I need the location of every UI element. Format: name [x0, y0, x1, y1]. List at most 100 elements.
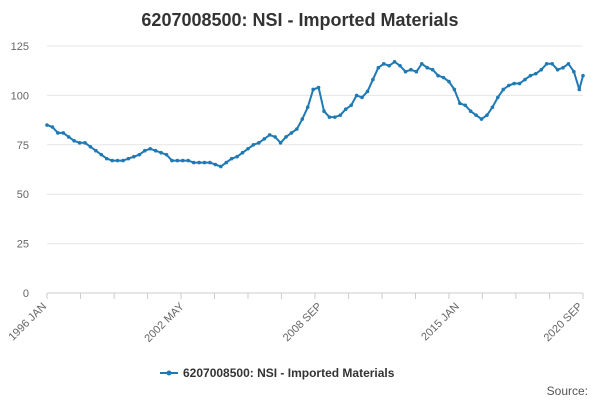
data-point[interactable] — [295, 127, 299, 131]
data-point[interactable] — [148, 146, 153, 151]
data-point[interactable] — [289, 131, 294, 135]
data-point[interactable] — [539, 67, 544, 72]
data-point[interactable] — [240, 150, 245, 155]
data-point[interactable] — [142, 148, 147, 153]
data-point[interactable] — [164, 152, 169, 157]
data-point[interactable] — [403, 69, 408, 74]
data-point[interactable] — [343, 107, 348, 112]
data-point[interactable] — [333, 115, 337, 119]
data-point[interactable] — [501, 87, 506, 92]
data-point[interactable] — [544, 61, 549, 66]
data-point[interactable] — [224, 160, 229, 165]
data-point[interactable] — [208, 160, 212, 165]
data-point[interactable] — [430, 67, 435, 72]
data-point[interactable] — [50, 125, 55, 129]
data-point[interactable] — [186, 158, 191, 163]
data-point[interactable] — [213, 162, 218, 167]
data-point[interactable] — [305, 105, 310, 110]
data-point[interactable] — [463, 103, 468, 108]
data-point[interactable] — [88, 144, 93, 149]
data-point[interactable] — [170, 158, 174, 163]
data-point[interactable] — [577, 87, 582, 92]
data-point[interactable] — [66, 135, 71, 139]
data-point[interactable] — [251, 143, 256, 147]
data-point[interactable] — [360, 95, 364, 100]
data-point[interactable] — [262, 137, 267, 141]
data-point[interactable] — [419, 61, 424, 66]
data-point[interactable] — [110, 158, 114, 163]
data-point[interactable] — [191, 160, 196, 165]
data-point[interactable] — [365, 89, 370, 94]
data-point[interactable] — [137, 152, 142, 157]
data-point[interactable] — [506, 83, 511, 88]
data-point[interactable] — [56, 131, 60, 135]
data-point[interactable] — [316, 85, 321, 90]
data-point[interactable] — [534, 71, 538, 76]
data-point[interactable] — [398, 63, 402, 68]
data-point[interactable] — [202, 160, 207, 165]
data-point[interactable] — [555, 67, 560, 72]
data-point[interactable] — [159, 150, 163, 155]
data-point[interactable] — [72, 139, 76, 143]
data-point[interactable] — [45, 123, 49, 127]
data-point[interactable] — [338, 113, 343, 117]
data-point[interactable] — [349, 103, 353, 108]
data-point[interactable] — [517, 81, 522, 86]
data-point[interactable] — [229, 156, 234, 161]
data-point[interactable] — [153, 148, 158, 153]
data-point[interactable] — [414, 69, 419, 74]
data-point[interactable] — [246, 146, 250, 151]
data-point[interactable] — [77, 141, 82, 145]
data-point[interactable] — [528, 73, 533, 78]
data-point[interactable] — [94, 148, 98, 153]
data-point[interactable] — [381, 61, 386, 66]
data-point[interactable] — [436, 73, 440, 78]
data-point[interactable] — [354, 93, 359, 98]
data-point[interactable] — [115, 158, 120, 163]
data-point[interactable] — [566, 61, 571, 66]
data-point[interactable] — [284, 135, 288, 139]
data-point[interactable] — [99, 152, 104, 157]
data-point[interactable] — [257, 141, 261, 145]
data-point[interactable] — [83, 141, 87, 145]
data-point[interactable] — [485, 113, 489, 117]
data-point[interactable] — [479, 117, 484, 121]
data-point[interactable] — [121, 158, 125, 163]
data-point[interactable] — [458, 101, 462, 106]
data-point[interactable] — [311, 87, 315, 92]
data-point[interactable] — [126, 156, 131, 161]
data-point[interactable] — [572, 69, 576, 74]
data-point[interactable] — [327, 115, 332, 119]
data-point[interactable] — [104, 156, 109, 161]
data-point[interactable] — [322, 109, 326, 114]
data-point[interactable] — [561, 65, 565, 70]
data-point[interactable] — [425, 65, 430, 70]
data-point[interactable] — [474, 113, 478, 117]
data-point[interactable] — [392, 60, 397, 64]
data-point[interactable] — [581, 73, 585, 78]
data-point[interactable] — [278, 141, 283, 145]
data-point[interactable] — [550, 61, 554, 66]
legend[interactable]: 6207008500: NSI - Imported Materials — [160, 366, 395, 380]
data-point[interactable] — [197, 160, 201, 165]
data-point[interactable] — [387, 63, 391, 68]
data-point[interactable] — [267, 133, 272, 137]
data-point[interactable] — [523, 77, 527, 82]
data-point[interactable] — [447, 79, 451, 84]
data-point[interactable] — [409, 67, 413, 72]
data-point[interactable] — [468, 109, 473, 114]
data-point[interactable] — [496, 95, 500, 100]
data-point[interactable] — [235, 154, 239, 159]
data-point[interactable] — [512, 81, 516, 86]
data-point[interactable] — [376, 65, 381, 70]
data-point[interactable] — [490, 105, 495, 110]
data-point[interactable] — [371, 77, 375, 82]
data-point[interactable] — [180, 158, 185, 163]
data-point[interactable] — [300, 117, 305, 121]
data-point[interactable] — [132, 154, 136, 159]
data-point[interactable] — [61, 131, 66, 135]
data-point[interactable] — [219, 164, 223, 169]
data-point[interactable] — [273, 135, 277, 139]
data-point[interactable] — [452, 87, 457, 92]
data-point[interactable] — [175, 158, 180, 163]
